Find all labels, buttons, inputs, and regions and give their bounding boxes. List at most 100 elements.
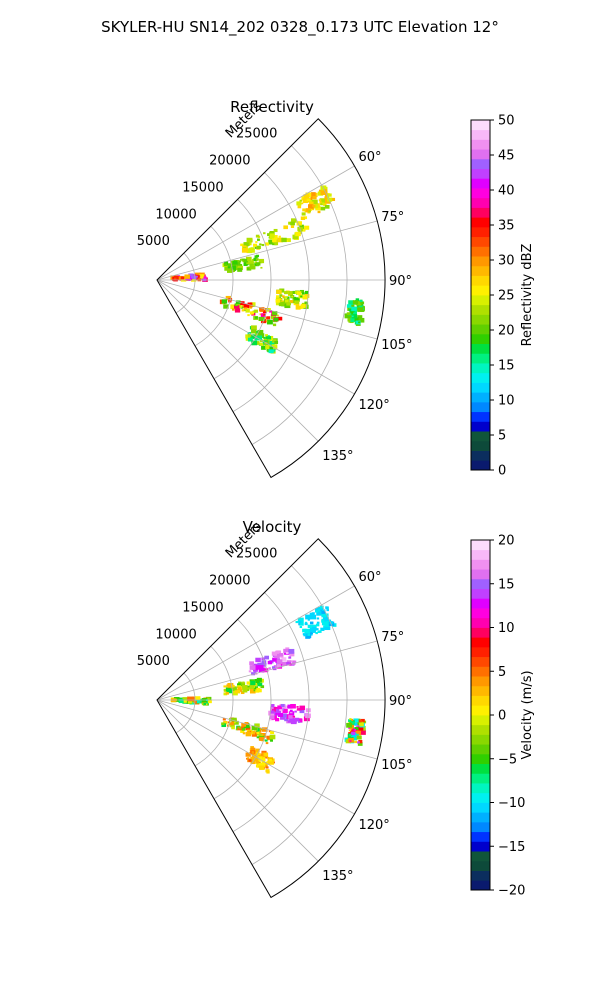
colorbar-label: Velocity (m/s) — [520, 670, 535, 759]
colorbar-segment — [471, 802, 490, 813]
colorbar-segment — [471, 226, 490, 238]
echo-pixel — [242, 681, 245, 684]
echo-pixel — [255, 748, 260, 752]
echo-pixel — [231, 717, 237, 722]
echo-pixel — [312, 629, 316, 633]
echo-pixel — [260, 754, 263, 756]
echo-pixel — [301, 291, 304, 293]
echo-pixel — [280, 298, 283, 301]
echo-pixel — [223, 304, 229, 309]
echo-pixel — [268, 348, 274, 354]
echo-pixel — [223, 720, 228, 725]
echo-pixel — [324, 625, 331, 631]
echo-pixel — [277, 237, 284, 243]
echo-pixel — [227, 263, 233, 268]
echo-pixel — [254, 679, 258, 681]
echo-pixel — [291, 718, 297, 723]
colorbar-segment — [471, 440, 490, 451]
echo-pixel — [362, 305, 365, 308]
echo-pixel — [223, 263, 228, 267]
echo-pixel — [255, 689, 260, 693]
echo-pixel — [354, 317, 360, 322]
echo-pixel — [308, 210, 311, 213]
echo-pixel — [234, 269, 237, 271]
colorbar-segment — [471, 569, 490, 580]
colorbar-segment — [471, 158, 490, 170]
echo-pixel — [355, 300, 362, 306]
echo-pixel — [272, 323, 277, 327]
echo-pixel — [258, 260, 263, 264]
echo-pixel — [191, 701, 195, 705]
echo-pixel — [322, 191, 328, 195]
echo-pixel — [235, 300, 241, 305]
echo-pixel — [273, 228, 278, 233]
echo-pixel — [331, 197, 336, 201]
echo-pixel — [299, 622, 304, 626]
echo-pixel — [245, 726, 251, 731]
echo-pixel — [268, 730, 272, 733]
echo-pixel — [279, 294, 283, 297]
echo-pixel — [278, 301, 285, 307]
echo-cell — [170, 696, 212, 706]
echo-pixel — [305, 614, 312, 620]
echo-pixel — [304, 621, 308, 624]
echo-pixel — [228, 723, 231, 726]
colorbar-segment — [471, 129, 490, 140]
echo-pixel — [237, 686, 242, 690]
colorbar-segment — [471, 627, 490, 638]
echo-pixel — [263, 232, 266, 235]
echo-pixel — [310, 195, 314, 199]
echo-pixel — [304, 290, 309, 295]
echo-pixel — [245, 686, 250, 690]
colorbar-segment — [471, 831, 490, 842]
echo-pixel — [253, 243, 258, 247]
echo-pixel — [271, 651, 277, 656]
colorbar-segment — [471, 783, 490, 794]
echo-pixel — [301, 212, 306, 216]
echo-pixel — [221, 723, 227, 728]
echo-pixel — [254, 309, 259, 313]
echo-pixel — [351, 315, 354, 318]
echo-cell — [221, 717, 276, 745]
echo-pixel — [288, 656, 292, 659]
echo-pixel — [249, 260, 254, 264]
echo-pixel — [261, 727, 268, 732]
echo-pixel — [253, 686, 258, 690]
colorbar-segment — [471, 753, 490, 765]
echo-pixel — [245, 334, 251, 339]
colorbar-segment — [471, 333, 490, 345]
echo-pixel — [290, 661, 293, 664]
echo-pixel — [292, 290, 297, 294]
echo-pixel — [321, 610, 325, 614]
colorbar-tick-label: −5 — [498, 752, 517, 767]
echo-cell — [222, 254, 265, 273]
echo-pixel — [256, 758, 261, 762]
echo-pixel — [273, 317, 279, 322]
echo-pixel — [268, 760, 274, 765]
echo-pixel — [360, 730, 366, 735]
echo-pixel — [351, 731, 356, 735]
echo-pixel — [222, 718, 226, 721]
colorbar-segment — [471, 646, 490, 658]
colorbar-segment — [471, 460, 490, 471]
echo-pixel — [352, 300, 359, 305]
echo-pixel — [234, 688, 241, 694]
echo-pixel — [351, 306, 357, 312]
echo-pixel — [289, 300, 294, 303]
echo-pixel — [358, 321, 361, 324]
echo-cell — [344, 298, 365, 326]
colorbar-segment — [471, 705, 490, 716]
echo-pixel — [323, 189, 328, 192]
echo-pixel — [276, 659, 283, 664]
echo-pixel — [359, 722, 364, 727]
echo-pixel — [259, 662, 266, 668]
echo-pixel — [319, 198, 326, 203]
echo-pixel — [286, 705, 289, 708]
azimuth-line-120 — [156, 279, 355, 395]
colorbar-tick-label: −20 — [498, 884, 525, 899]
echo-pixel — [261, 660, 267, 665]
echo-pixel — [358, 739, 363, 744]
echo-pixel — [245, 337, 251, 341]
echo-pixel — [276, 664, 281, 668]
echo-pixel — [268, 310, 272, 313]
